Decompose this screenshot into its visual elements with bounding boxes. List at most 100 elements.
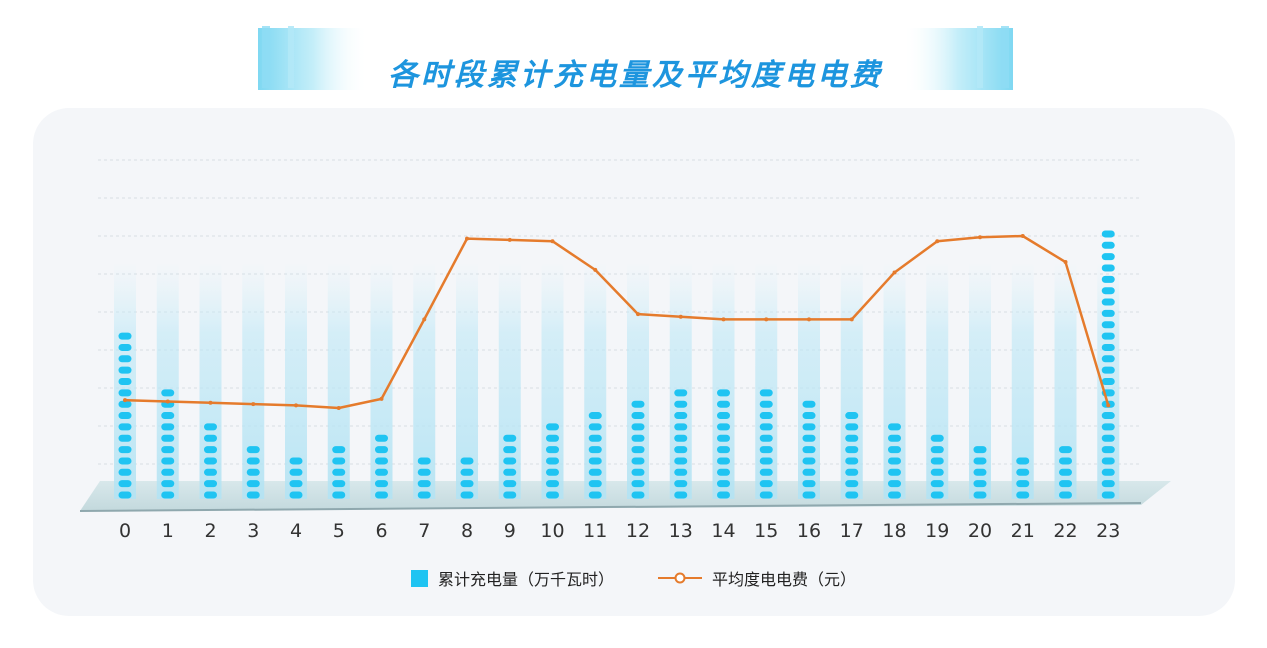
x-tick-label: 12 <box>626 520 650 542</box>
line-point[interactable] <box>978 235 982 240</box>
line-series-path[interactable] <box>124 234 1110 410</box>
bar-14[interactable] <box>717 389 730 499</box>
bar-segment <box>930 468 944 476</box>
x-tick-label: 2 <box>204 520 216 542</box>
bar-6[interactable] <box>375 434 388 499</box>
line-point[interactable] <box>550 239 555 244</box>
legend-label-bar: 累计充电量（万千瓦时） <box>437 570 614 589</box>
x-tick-label: 7 <box>418 520 430 542</box>
legend-item-bar[interactable]: 累计充电量（万千瓦时） <box>410 566 614 590</box>
bar-0[interactable] <box>118 332 132 499</box>
bar-segment <box>1059 446 1072 454</box>
bar-background-column <box>242 262 265 499</box>
bar-segment <box>375 480 388 488</box>
line-point[interactable] <box>507 237 512 242</box>
line-point[interactable] <box>123 398 127 403</box>
bar-23[interactable] <box>1101 230 1115 499</box>
legend-item-line[interactable]: 平均度电电费（元） <box>658 566 856 590</box>
line-point[interactable] <box>208 400 213 405</box>
bar-19[interactable] <box>930 434 944 499</box>
x-tick-label: 18 <box>882 520 906 542</box>
bar-segment <box>460 468 474 476</box>
x-tick-label: 6 <box>375 520 387 542</box>
bar-segment <box>1101 343 1115 351</box>
bar-segment <box>717 446 730 454</box>
line-point[interactable] <box>251 402 256 407</box>
line-point[interactable] <box>1063 260 1068 265</box>
bar-10[interactable] <box>546 423 559 499</box>
bar-segment <box>417 480 431 488</box>
bar-segment <box>546 468 559 476</box>
bar-18[interactable] <box>888 423 901 499</box>
bar-16[interactable] <box>802 400 816 499</box>
bar-segment <box>717 412 730 420</box>
bar-segment <box>1016 480 1030 488</box>
bar-13[interactable] <box>674 389 688 499</box>
line-point[interactable] <box>1020 234 1025 238</box>
legend: 累计充电量（万千瓦时） 平均度电电费（元） <box>0 565 1267 591</box>
line-point[interactable] <box>849 317 854 322</box>
bar-segment <box>1101 434 1115 442</box>
bar-20[interactable] <box>973 446 987 499</box>
bar-segment <box>717 457 730 465</box>
bar-segment <box>118 332 132 340</box>
line-point[interactable] <box>1106 403 1111 408</box>
bar-background-column <box>327 262 350 499</box>
x-tick-label: 22 <box>1053 520 1077 542</box>
line-point[interactable] <box>379 396 384 401</box>
bar-segment <box>161 423 175 431</box>
bar-segment <box>631 434 645 442</box>
line-point[interactable] <box>636 312 640 317</box>
bar-4[interactable] <box>289 457 303 499</box>
x-tick-label: 1 <box>162 520 174 542</box>
bar-segment <box>204 480 217 488</box>
bar-9[interactable] <box>503 434 517 499</box>
bar-12[interactable] <box>631 400 645 499</box>
line-point[interactable] <box>593 267 598 272</box>
line-point[interactable] <box>294 403 298 408</box>
bar-5[interactable] <box>332 446 346 499</box>
bar-segment <box>930 457 944 465</box>
bar-segment <box>546 423 559 431</box>
line-point[interactable] <box>678 314 683 319</box>
bar-segment <box>1016 457 1030 465</box>
bar-segment <box>1059 457 1072 465</box>
bar-segment <box>204 491 217 499</box>
bar-segment <box>674 480 688 488</box>
line-point[interactable] <box>764 317 769 322</box>
bar-segment <box>1101 321 1115 329</box>
line-point[interactable] <box>721 317 726 322</box>
line-point[interactable] <box>336 406 341 410</box>
bar-1[interactable] <box>161 389 175 499</box>
bar-segment <box>118 355 132 363</box>
bar-segment <box>674 457 688 465</box>
bar-segment <box>845 434 859 442</box>
bar-segment <box>118 389 132 397</box>
bar-segment <box>973 446 987 454</box>
bar-21[interactable] <box>1016 457 1030 499</box>
bar-3[interactable] <box>246 446 260 499</box>
bar-segment <box>1101 412 1115 420</box>
x-tick-label: 11 <box>583 520 607 542</box>
bar-2[interactable] <box>204 423 217 499</box>
line-point[interactable] <box>892 270 897 275</box>
bar-15[interactable] <box>759 389 773 499</box>
bar-7[interactable] <box>417 457 431 499</box>
bar-segment <box>546 491 559 499</box>
line-point[interactable] <box>165 399 170 404</box>
bar-segment <box>375 446 388 454</box>
line-point[interactable] <box>422 317 427 322</box>
banner-background <box>258 26 1013 90</box>
line-point[interactable] <box>465 236 469 241</box>
bar-segment <box>118 423 132 431</box>
bar-segment <box>332 468 346 476</box>
bar-22[interactable] <box>1059 446 1072 499</box>
bar-segment <box>1101 457 1115 465</box>
line-point[interactable] <box>807 317 811 322</box>
bar-segment <box>674 446 688 454</box>
line-point[interactable] <box>935 239 940 244</box>
bar-8[interactable] <box>460 457 474 499</box>
bar-11[interactable] <box>588 412 602 499</box>
x-tick-label: 3 <box>247 520 259 542</box>
bar-17[interactable] <box>845 412 859 499</box>
